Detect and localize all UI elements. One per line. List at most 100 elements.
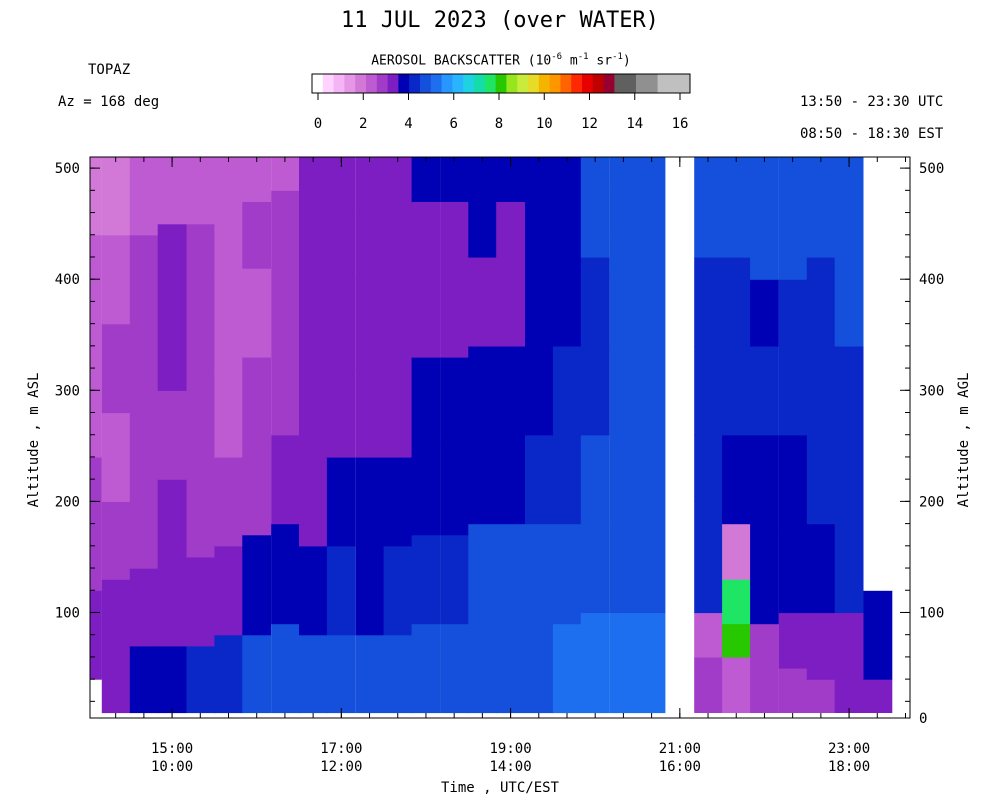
colorbar-swatch	[312, 74, 324, 93]
heatmap-cell	[525, 523, 554, 625]
heatmap-cell	[411, 157, 441, 202]
heatmap-cell	[326, 456, 356, 547]
heatmap-cell	[496, 201, 525, 258]
heatmap-cell	[326, 368, 356, 458]
heatmap-cell	[440, 623, 470, 714]
heatmap-cell	[242, 268, 272, 358]
heatmap-cell	[242, 357, 272, 447]
heatmap-cell	[383, 456, 413, 547]
heatmap-cell	[129, 312, 159, 402]
heatmap-cell	[637, 257, 667, 347]
heatmap-cell	[496, 623, 525, 714]
heatmap-cell	[355, 545, 385, 636]
heatmap-cell	[90, 456, 102, 525]
heatmap-cell	[157, 479, 187, 558]
heatmap-cell	[552, 157, 582, 191]
heatmap-cell	[383, 279, 413, 369]
colorbar-swatch	[549, 74, 561, 93]
x-tick-label-est: 16:00	[659, 759, 701, 775]
heatmap-cell	[580, 345, 610, 436]
heatmap-cell	[90, 523, 102, 591]
heatmap-cell	[722, 656, 751, 713]
colorbar-swatch	[376, 74, 388, 93]
y-tick-label-left: 300	[55, 383, 80, 399]
colorbar: 0 2 4 6 8 10 12 14 16	[311, 73, 691, 132]
heatmap-cell	[101, 412, 131, 502]
colorbar-swatch	[409, 74, 421, 93]
heatmap-cell	[637, 345, 667, 436]
heatmap-cell	[468, 612, 498, 714]
x-tick-label-utc: 15:00	[151, 741, 193, 757]
heatmap-cell	[637, 523, 667, 614]
x-tick-label-est: 12:00	[320, 759, 362, 775]
heatmap-cell	[580, 157, 610, 191]
heatmap-cell	[694, 257, 723, 347]
heatmap-cell	[129, 490, 159, 569]
heatmap-cell	[383, 157, 413, 214]
est-time-range: 08:50 - 18:30 EST	[800, 126, 944, 142]
heatmap-cell	[580, 434, 610, 525]
heatmap-cell	[355, 368, 385, 458]
colorbar-swatch	[582, 74, 594, 93]
heatmap-cell	[525, 157, 554, 202]
y-tick-label-right: 500	[919, 161, 944, 177]
heatmap-cell	[440, 268, 470, 358]
heatmap-cell	[496, 345, 525, 436]
heatmap-cell	[722, 523, 751, 580]
y-tick-label-left: 400	[55, 272, 80, 288]
heatmap-cell	[271, 157, 300, 191]
heatmap-cell	[750, 434, 779, 536]
heatmap-cell	[242, 445, 272, 536]
heatmap-cell	[637, 612, 667, 714]
heatmap-cell	[468, 345, 498, 436]
heatmap-cell	[299, 368, 328, 458]
y-tick-label-right: 300	[919, 383, 944, 399]
heatmap-cell	[411, 201, 441, 269]
colorbar-swatch	[441, 74, 453, 93]
heatmap-cell	[242, 534, 272, 636]
colorbar-swatch	[366, 74, 378, 93]
x-tick-label-utc: 23:00	[828, 741, 870, 757]
heatmap-cell	[806, 679, 836, 713]
colorbar-tick-label: 4	[404, 116, 412, 132]
heatmap-cell	[525, 434, 554, 525]
y-tick-label-right: 0	[919, 711, 927, 727]
heatmap-cell	[722, 257, 751, 347]
colorbar-swatch	[430, 74, 442, 93]
heatmap-cell	[580, 190, 610, 258]
heatmap-cell	[834, 157, 864, 258]
heatmap-cell	[383, 368, 413, 458]
heatmap-cell	[214, 634, 244, 714]
heatmap-cell	[411, 534, 441, 625]
heatmap-cell	[834, 434, 864, 525]
heatmap-cell	[271, 345, 300, 436]
heatmap-cell	[496, 257, 525, 347]
colorbar-swatch	[398, 74, 410, 93]
heatmap-cell	[694, 345, 723, 436]
heatmap-cell	[355, 212, 385, 280]
heatmap-cell	[834, 345, 864, 436]
heatmap-cell	[834, 257, 864, 347]
colorbar-swatch	[495, 74, 507, 93]
heatmap-cell	[299, 456, 328, 547]
heatmap-cell	[637, 434, 667, 525]
heatmap-cell	[552, 190, 582, 258]
colorbar-swatch	[517, 74, 529, 93]
heatmap-cell	[271, 523, 300, 625]
y-axis-label-right: Altitude , m AGL	[956, 373, 972, 508]
colorbar-swatch	[625, 74, 637, 93]
heatmap-cell	[355, 634, 385, 714]
colorbar-swatch	[560, 74, 572, 93]
heatmap-cell	[440, 534, 470, 625]
heatmap-cell	[186, 290, 216, 380]
heatmap-cell	[750, 534, 779, 625]
utc-time-range: 13:50 - 23:30 UTC	[800, 94, 944, 110]
colorbar-swatch	[571, 74, 583, 93]
heatmap-cell	[806, 157, 836, 258]
heatmap-cell	[722, 157, 751, 258]
heatmap-cell	[101, 234, 131, 325]
heatmap-cell	[383, 634, 413, 714]
heatmap-cell	[440, 357, 470, 447]
heatmap-cell	[186, 379, 216, 469]
plot-frame	[89, 156, 911, 719]
